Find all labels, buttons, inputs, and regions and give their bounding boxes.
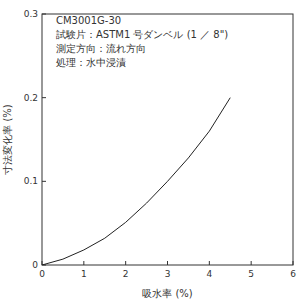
x-tick-label: 2 (123, 269, 129, 279)
annotation: 試験片：ASTM1 号ダンベル (1 ／ 8") (56, 29, 228, 40)
x-tick-label: 0 (39, 269, 45, 279)
y-tick (42, 181, 46, 182)
x-tick-label: 6 (290, 269, 296, 279)
x-tick-label: 4 (206, 269, 212, 279)
plot-frame (42, 14, 293, 265)
title: CM3001G-30 (56, 15, 121, 26)
y-tick-label: 0.1 (24, 176, 38, 186)
x-tick (83, 261, 84, 265)
x-tick-label: 3 (165, 269, 171, 279)
annotation: 処理：水中浸漬 (56, 57, 126, 68)
x-tick (251, 261, 252, 265)
x-tick-label: 5 (248, 269, 254, 279)
y-tick-label: 0.2 (24, 93, 38, 103)
data-line (42, 98, 230, 265)
x-tick (209, 261, 210, 265)
x-tick (167, 261, 168, 265)
x-tick (125, 261, 126, 265)
y-tick-label: 0 (32, 260, 38, 270)
y-tick-label: 0.3 (24, 9, 38, 19)
annotation: 測定方向：流れ方向 (56, 43, 146, 54)
y-tick (42, 97, 46, 98)
y-axis-label: 寸法変化率 (%) (2, 104, 13, 175)
x-tick-label: 1 (81, 269, 87, 279)
plot-area (42, 98, 230, 265)
x-tick (293, 261, 294, 265)
chart: 0 1 2 3 4 5 6 0 0.1 0.2 0.3 CM3001G-30 試験片：ASTM1 号ダン… (0, 0, 303, 305)
x-axis-label: 吸水率 (%) (142, 288, 193, 299)
y-tick (42, 14, 46, 15)
